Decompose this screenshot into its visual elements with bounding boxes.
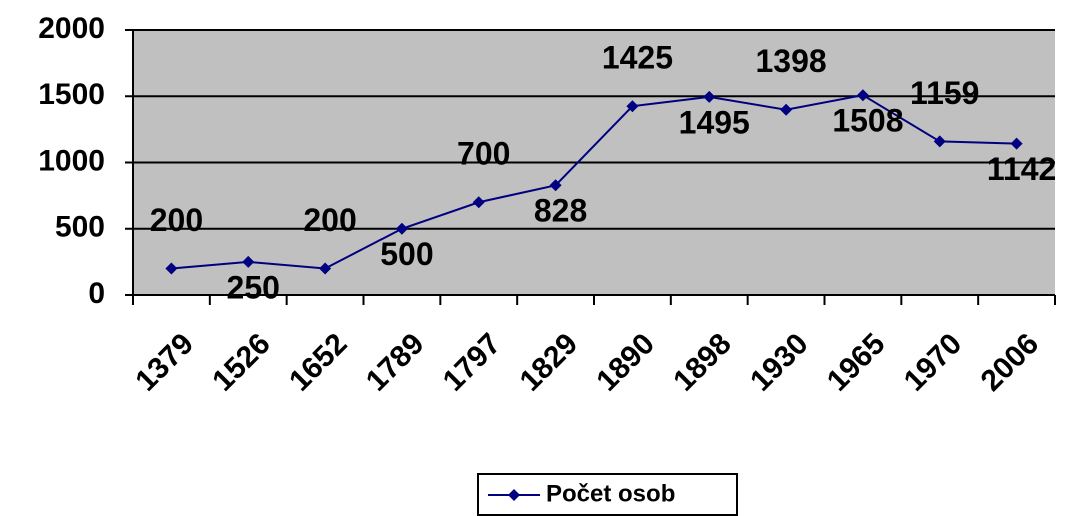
- x-tick-label: 1379: [129, 327, 200, 398]
- y-tick-label: 0: [88, 277, 105, 310]
- x-tick-label: 1898: [667, 327, 738, 398]
- x-tick-label: 1526: [206, 327, 277, 398]
- data-label: 700: [457, 136, 510, 172]
- data-label: 200: [303, 202, 356, 238]
- x-tick-label: 1970: [898, 327, 969, 398]
- point-marker: [780, 103, 793, 116]
- y-tick-label: 2000: [38, 12, 105, 45]
- legend-marker: [508, 489, 520, 501]
- point-marker: [472, 196, 485, 209]
- x-tick-label: 1652: [283, 327, 354, 398]
- point-marker: [703, 90, 716, 103]
- data-label: 500: [380, 236, 433, 272]
- x-tick-label: 2006: [975, 327, 1046, 398]
- data-label: 828: [534, 193, 587, 229]
- data-label: 200: [150, 202, 203, 238]
- y-tick-label: 1500: [38, 78, 105, 111]
- point-marker: [242, 255, 255, 268]
- point-marker: [165, 262, 178, 275]
- data-label: 1495: [679, 104, 750, 140]
- data-label: 1159: [910, 75, 979, 111]
- data-label: 1398: [755, 43, 826, 79]
- x-tick-label: 1797: [437, 327, 508, 398]
- y-tick-label: 1000: [38, 144, 105, 177]
- series-line: [171, 94, 1017, 270]
- point-marker: [319, 262, 332, 275]
- point-marker: [626, 100, 639, 113]
- x-tick-label: 1789: [360, 327, 431, 398]
- x-tick-label: 1890: [590, 327, 661, 398]
- legend-label: Počet osob: [546, 480, 675, 507]
- point-marker: [856, 89, 869, 102]
- data-label: 1508: [832, 103, 903, 139]
- point-marker: [933, 135, 946, 148]
- x-tick-label: 1829: [514, 327, 585, 398]
- point-marker: [1010, 137, 1023, 150]
- x-tick-label: 1965: [821, 327, 892, 398]
- data-label: 250: [227, 269, 280, 305]
- point-marker: [395, 222, 408, 235]
- data-label: 1425: [602, 40, 673, 76]
- data-label: 1142: [987, 151, 1056, 187]
- y-tick-label: 500: [55, 211, 105, 244]
- x-tick-label: 1930: [744, 327, 815, 398]
- point-marker: [549, 179, 562, 192]
